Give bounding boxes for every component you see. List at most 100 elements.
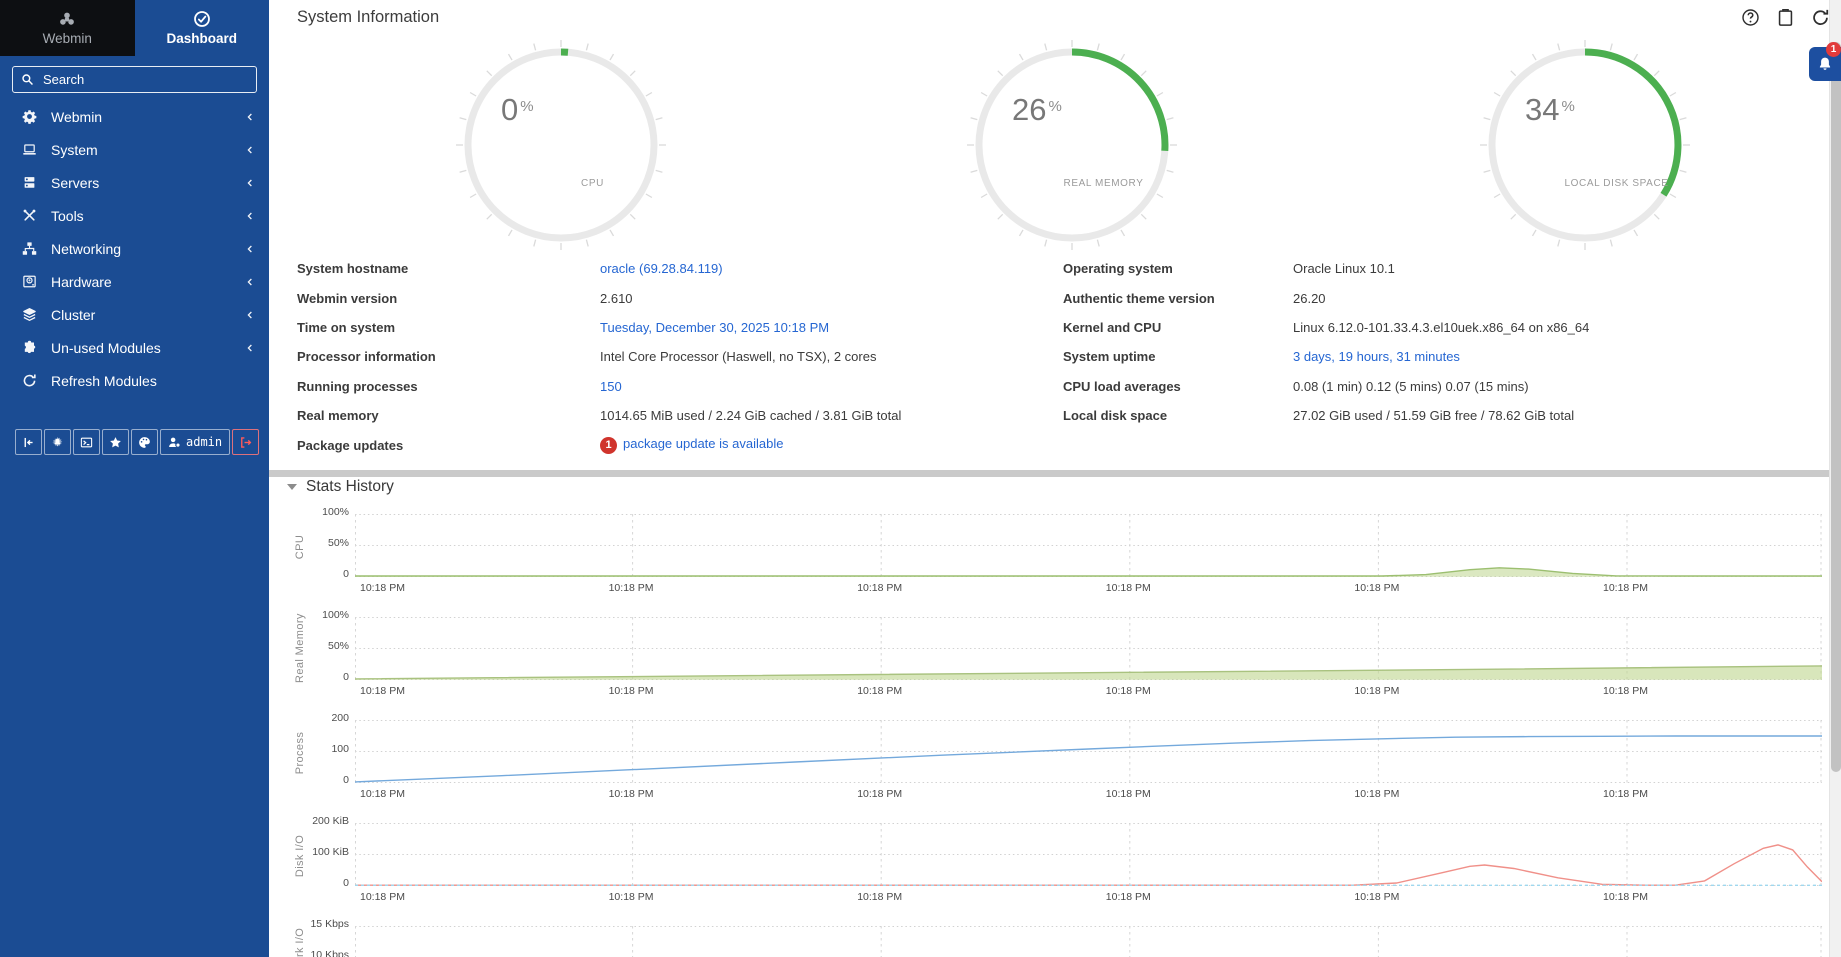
info-value-link[interactable]: 150 [600,378,622,394]
info-value-link[interactable]: oracle (69.28.84.119) [600,261,723,277]
chart-xtick: 10:18 PM [1603,788,1648,800]
info-row-system-hostname: System hostname oracle (69.28.84.119) [297,254,901,283]
star-icon [109,436,122,449]
help-button[interactable] [1741,7,1761,27]
vertical-scrollbar[interactable] [1829,0,1841,957]
sidebar-item-label: Hardware [51,273,112,290]
clipboard-icon [1776,8,1796,27]
sidebar-item-label: Refresh Modules [51,372,157,389]
hdd-icon [22,274,38,289]
gauge-label: CPU [581,178,604,189]
search-input[interactable] [41,71,231,88]
info-value: 27.02 GiB used / 51.59 GiB free / 78.62 … [1293,408,1575,424]
sidebar-item-hardware[interactable]: Hardware [0,265,269,298]
chart-ytick: 200 KiB [312,815,349,827]
info-value: oracle (69.28.84.119) [600,261,723,276]
info-value: Intel Core Processor (Haswell, no TSX), … [600,349,877,365]
series-memory-usage [355,665,1822,680]
info-value: 1 package update is available [600,436,783,454]
info-value-link[interactable]: 3 days, 19 hours, 31 minutes [1293,349,1460,365]
chart-xtick: 10:18 PM [360,685,405,697]
clipboard-button[interactable] [1776,7,1796,27]
laptop-icon [22,142,38,157]
percent-sign: % [1561,98,1575,115]
chart-xtick: 10:18 PM [1105,891,1151,903]
stats-history-header[interactable]: Stats History [287,478,394,496]
chart-xtick: 10:18 PM [857,891,903,903]
info-value: 1014.65 MiB used / 2.24 GiB cached / 3.8… [600,408,902,424]
info-label: Kernel and CPU [1063,319,1162,335]
collapse-sidebar-button[interactable] [15,429,42,455]
info-label: Operating system [1063,261,1173,277]
sidebar-item-label: Tools [51,207,84,224]
search-box[interactable] [12,66,257,93]
chart-disk-io: Disk I/O 200 KiB 100 KiB 0 10:18 PM 10:18 PM 1… [269,814,1841,917]
info-label: Running processes [297,378,418,394]
scrollbar-thumb[interactable] [1831,42,1841,772]
chevron-left-icon [245,145,255,155]
chart-cpu: CPU 100% 50% 0 10:18 PM 10:18 PM 10:18 PM 10:18… [269,505,1841,608]
info-label: Authentic theme version [1063,290,1215,306]
server-icon [22,175,38,190]
tab-webmin[interactable]: Webmin [0,0,135,56]
notifications-button[interactable]: 1 [1809,42,1841,81]
series-cpu-usage [355,567,1822,577]
terminal-button[interactable] [73,429,100,455]
sidebar-item-system[interactable]: System [0,133,269,166]
chart-ytick: 200 [331,712,349,724]
reload-button[interactable] [1811,7,1831,27]
chart-ytick: 100 KiB [312,846,349,858]
sidebar-tabs: Webmin Dashboard [0,0,269,56]
sidebar-item-tools[interactable]: Tools [0,199,269,232]
info-value: Oracle Linux 10.1 [1293,261,1395,277]
info-value: 3 days, 19 hours, 31 minutes [1293,349,1460,364]
wrench-icon [22,208,38,223]
info-row-local-disk-space: Local disk space 27.02 GiB used / 51.59 G… [1063,401,1589,430]
notifications-settings-button[interactable] [44,429,71,455]
user-account-button[interactable]: admin [160,429,231,455]
chart-ytick: 0 [343,877,349,889]
chevron-left-icon [245,310,255,320]
refresh-icon [22,373,38,388]
info-label: Webmin version [297,290,398,306]
system-info-table-right: Operating system Oracle Linux 10.1 Authent… [1063,254,1589,430]
info-value: Tuesday, December 30, 2025 10:18 PM [600,320,829,335]
theme-palette-button[interactable] [131,429,158,455]
sidebar-item-servers[interactable]: Servers [0,166,269,199]
sidebar-item-un-used-modules[interactable]: Un-used Modules [0,331,269,364]
info-value: 26.20 [1293,290,1326,306]
gauge-label: REAL MEMORY [1063,178,1144,189]
webmin-logo-icon [58,10,76,28]
chart-xtick: 10:18 PM [608,788,654,800]
info-label: Package updates [297,437,404,453]
info-row-package-updates: Package updates 1 package update is availa… [297,430,901,459]
sidebar-item-webmin[interactable]: Webmin [0,100,269,133]
gear-icon [22,109,38,124]
tab-dashboard[interactable]: Dashboard [135,0,270,56]
help-icon [1741,8,1761,27]
chart-plot-real-memory [355,617,1822,680]
info-label: System hostname [297,261,409,277]
favorites-button[interactable] [102,429,129,455]
chart-xtick: 10:18 PM [608,891,654,903]
stats-history-charts: CPU 100% 50% 0 10:18 PM 10:18 PM 10:18 PM 10:18… [269,505,1841,957]
logout-button[interactable] [232,429,260,455]
sidebar-item-networking[interactable]: Networking [0,232,269,265]
info-row-kernel-and-cpu: Kernel and CPU Linux 6.12.0-101.33.4.3.el… [1063,313,1589,342]
percent-sign: % [1048,98,1062,115]
info-value-link[interactable]: Tuesday, December 30, 2025 10:18 PM [600,319,830,335]
sidebar-item-cluster[interactable]: Cluster [0,298,269,331]
chevron-left-icon [245,244,255,254]
info-label: System uptime [1063,349,1156,365]
info-value-link[interactable]: package update is available [623,436,784,452]
section-divider [269,470,1841,477]
search-icon [21,73,34,86]
user-gear-icon [168,436,181,449]
info-value: 0.08 (1 min) 0.12 (5 mins) 0.07 (15 mins… [1293,378,1529,394]
chart-xtick: 10:18 PM [857,685,903,697]
sidebar-item-refresh-modules[interactable]: Refresh Modules [0,364,269,397]
info-label: Processor information [297,349,436,365]
chart-xtick: 10:18 PM [1354,582,1400,594]
chart-plot-disk-io [355,823,1822,886]
